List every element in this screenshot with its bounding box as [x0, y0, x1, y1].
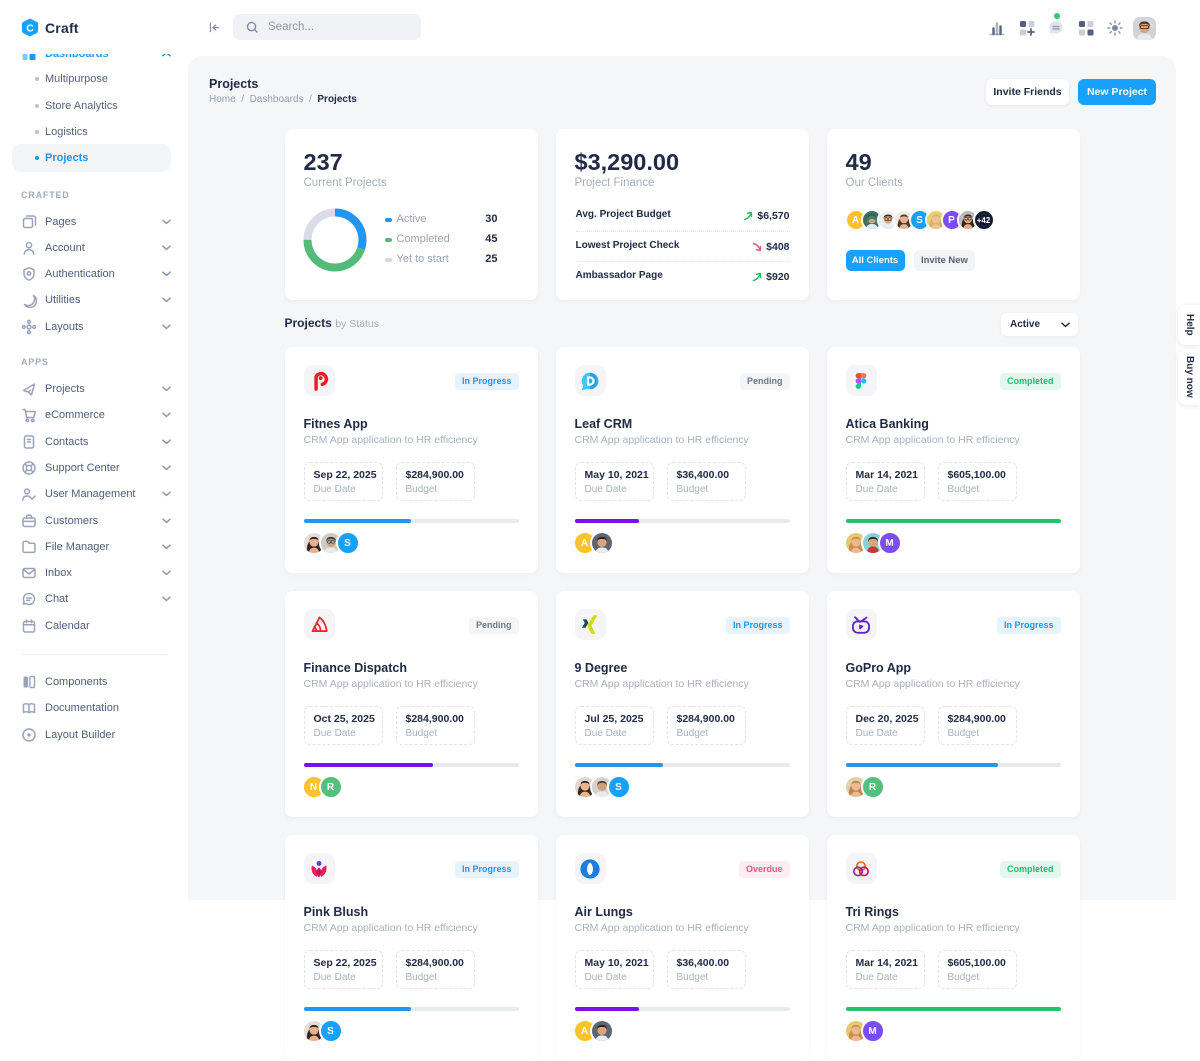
svg-text:C: C [26, 24, 34, 35]
